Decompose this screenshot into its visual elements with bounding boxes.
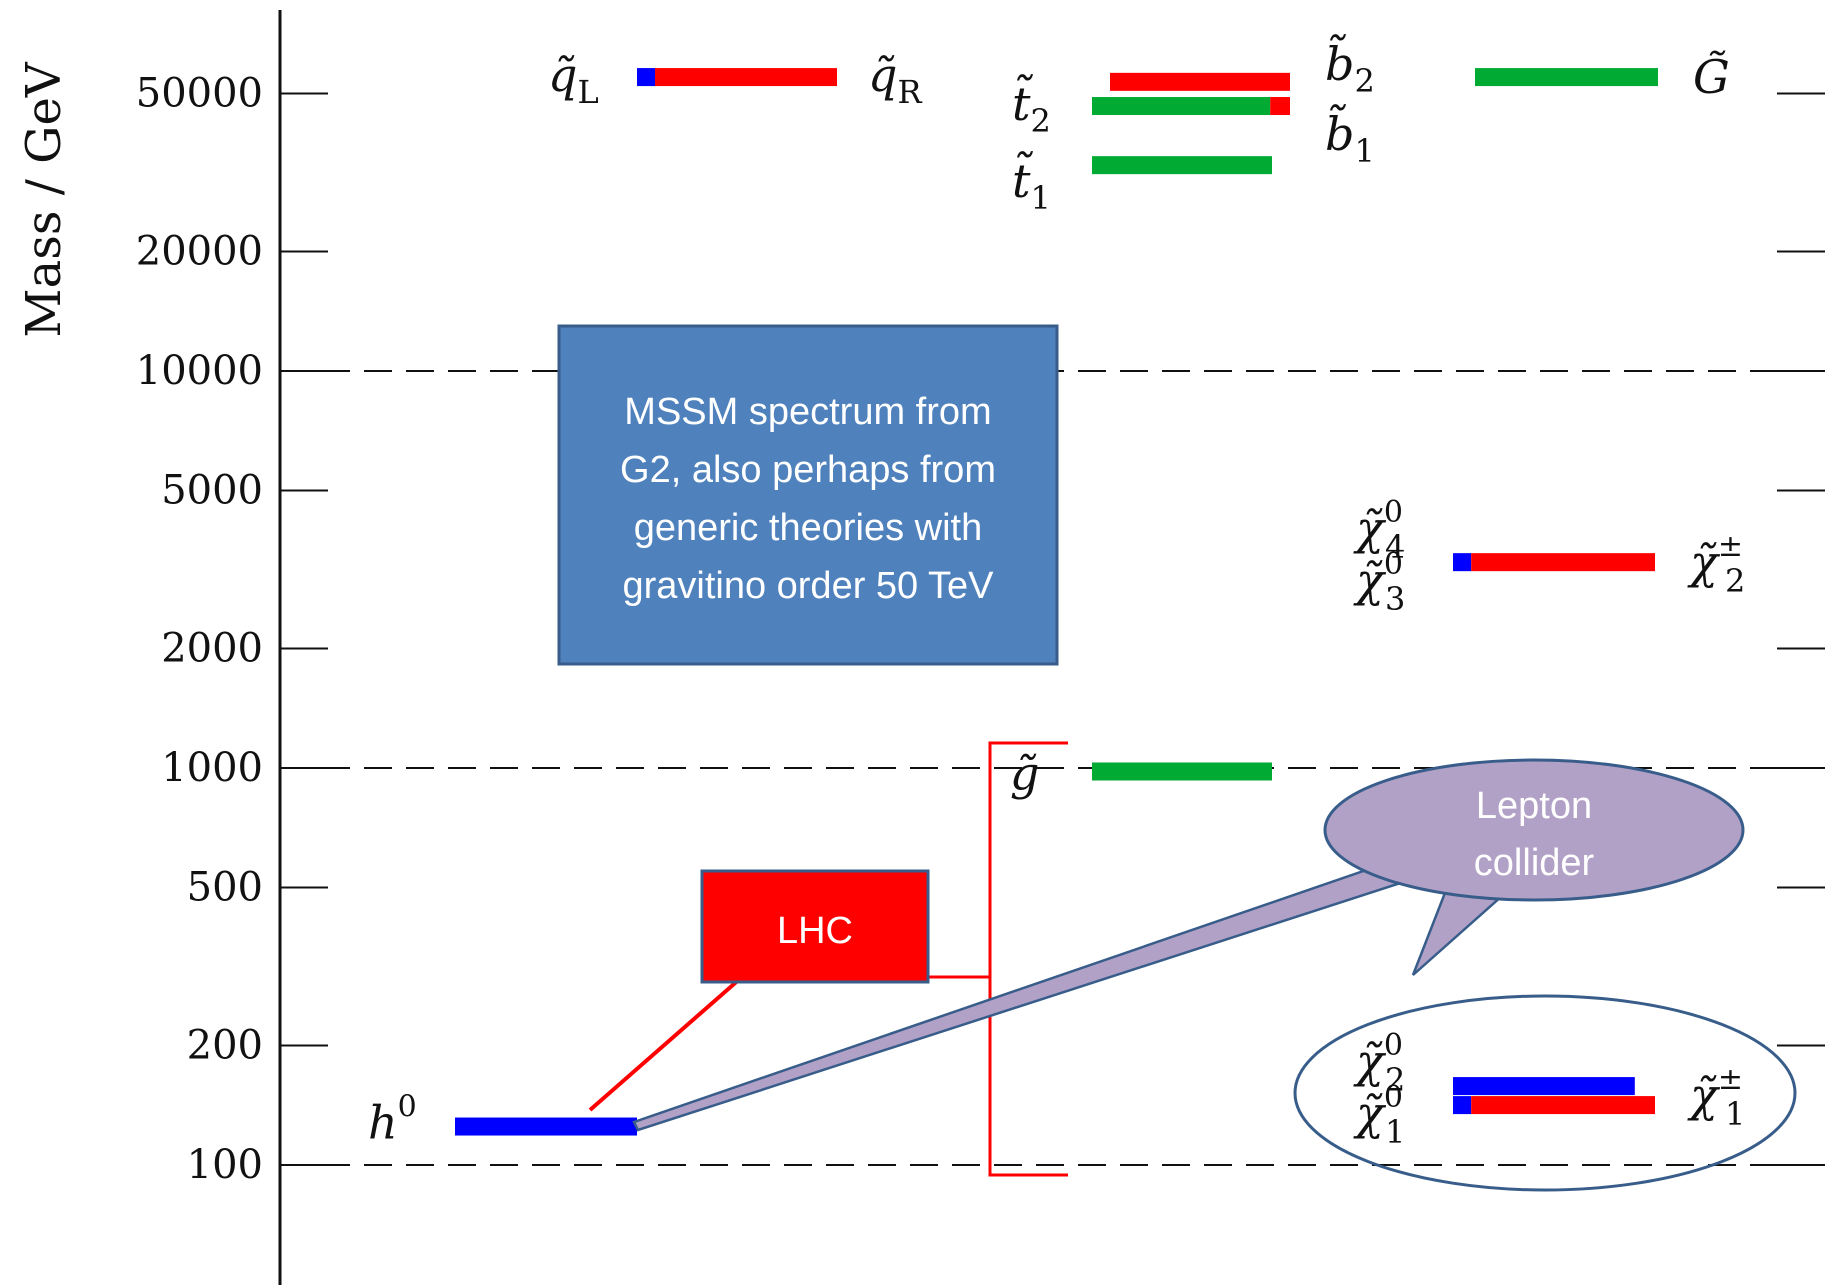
label-chi34-bottom: χ̃0 3 <box>1353 547 1405 618</box>
label-chi12-right: χ̃± 1 <box>1687 1062 1745 1133</box>
level-bar-chi12-seg-0 <box>1453 1077 1635 1096</box>
mass-levels <box>455 68 1658 1136</box>
level-bar-squark-seg-0 <box>637 68 655 87</box>
info-box-line-3: gravitino order 50 TeV <box>622 565 994 607</box>
y-tick-label-500: 500 <box>187 865 263 911</box>
y-tick-label-100: 100 <box>187 1142 263 1188</box>
label-chi12-bottom: χ̃0 1 <box>1353 1080 1405 1151</box>
particle-labels: h0 q̃L q̃R b̃2 t̃2 b̃1 t̃1 G̃ χ̃0 4χ̃0 3 χ̃± 2 g̃ χ̃0 2… <box>368 34 1745 1151</box>
label-t2: t̃2 <box>1012 74 1051 140</box>
label-b2: b̃2 <box>1325 34 1375 100</box>
annotations: MSSM spectrum from G2, also perhaps from g… <box>557 324 1797 1192</box>
info-box-line-2: generic theories with <box>634 507 983 549</box>
label-t1: t̃1 <box>1012 151 1051 217</box>
y-tick-label-50000: 50000 <box>136 71 263 117</box>
lhc-box-label: LHC <box>777 910 853 952</box>
label-chi34-top: χ̃0 4 <box>1353 495 1405 566</box>
level-bar-t1-seg-0 <box>1092 156 1272 175</box>
y-tick-label-5000: 5000 <box>161 468 263 514</box>
y-tick-label-10000: 10000 <box>136 348 263 394</box>
label-q-right: q̃R <box>868 48 922 111</box>
light-ewkino-ellipse <box>1293 994 1797 1192</box>
info-box-line-0: MSSM spectrum from <box>624 391 991 433</box>
y-axis-label: Mass / GeV <box>16 61 72 337</box>
lepton-callout-line-0: Lepton <box>1476 785 1592 827</box>
y-tick-label-200: 200 <box>187 1022 263 1068</box>
lepton-callout-bubble <box>1323 758 1745 902</box>
lhc-range-bracket <box>988 741 1068 1177</box>
level-bar-t2-b1-seg-1 <box>1270 97 1290 116</box>
y-tick-label-20000: 20000 <box>136 228 263 274</box>
level-bar-t2-b1-seg-0 <box>1092 97 1271 116</box>
axes: 100 200 500 1000 2000 5000 10000 20000 50000 Mass… <box>16 10 1825 1285</box>
label-chi34-right: χ̃± 2 <box>1687 529 1745 600</box>
level-bar-chi12-seg-2 <box>1471 1096 1655 1115</box>
level-bar-b2-seg-0 <box>1110 72 1290 91</box>
label-chi12-top: χ̃0 2 <box>1353 1028 1405 1099</box>
y-tick-label-2000: 2000 <box>161 625 263 671</box>
label-q-left: q̃L <box>548 48 599 111</box>
level-bar-h0-seg-0 <box>455 1117 637 1136</box>
level-bar-chi34-seg-1 <box>1471 553 1655 572</box>
label-gravitino: G̃ <box>1693 50 1730 104</box>
y-tick-label-1000: 1000 <box>161 745 263 791</box>
label-b1: b̃1 <box>1325 104 1375 170</box>
lhc-box <box>700 869 930 984</box>
level-bar-gravitino-seg-0 <box>1475 68 1658 87</box>
info-box-line-1: G2, also perhaps from <box>620 449 996 491</box>
level-bar-squark-seg-1 <box>655 68 837 87</box>
lepton-callout-line-1: collider <box>1474 842 1595 884</box>
info-box <box>557 324 1059 666</box>
lhc-pointer-line <box>588 975 744 1112</box>
level-bar-chi12-seg-1 <box>1453 1096 1472 1115</box>
label-h0: h0 <box>368 1090 417 1150</box>
level-bar-gluino-seg-0 <box>1092 762 1272 781</box>
label-gluino: g̃ <box>1010 746 1039 800</box>
level-bar-chi34-seg-0 <box>1453 553 1472 572</box>
